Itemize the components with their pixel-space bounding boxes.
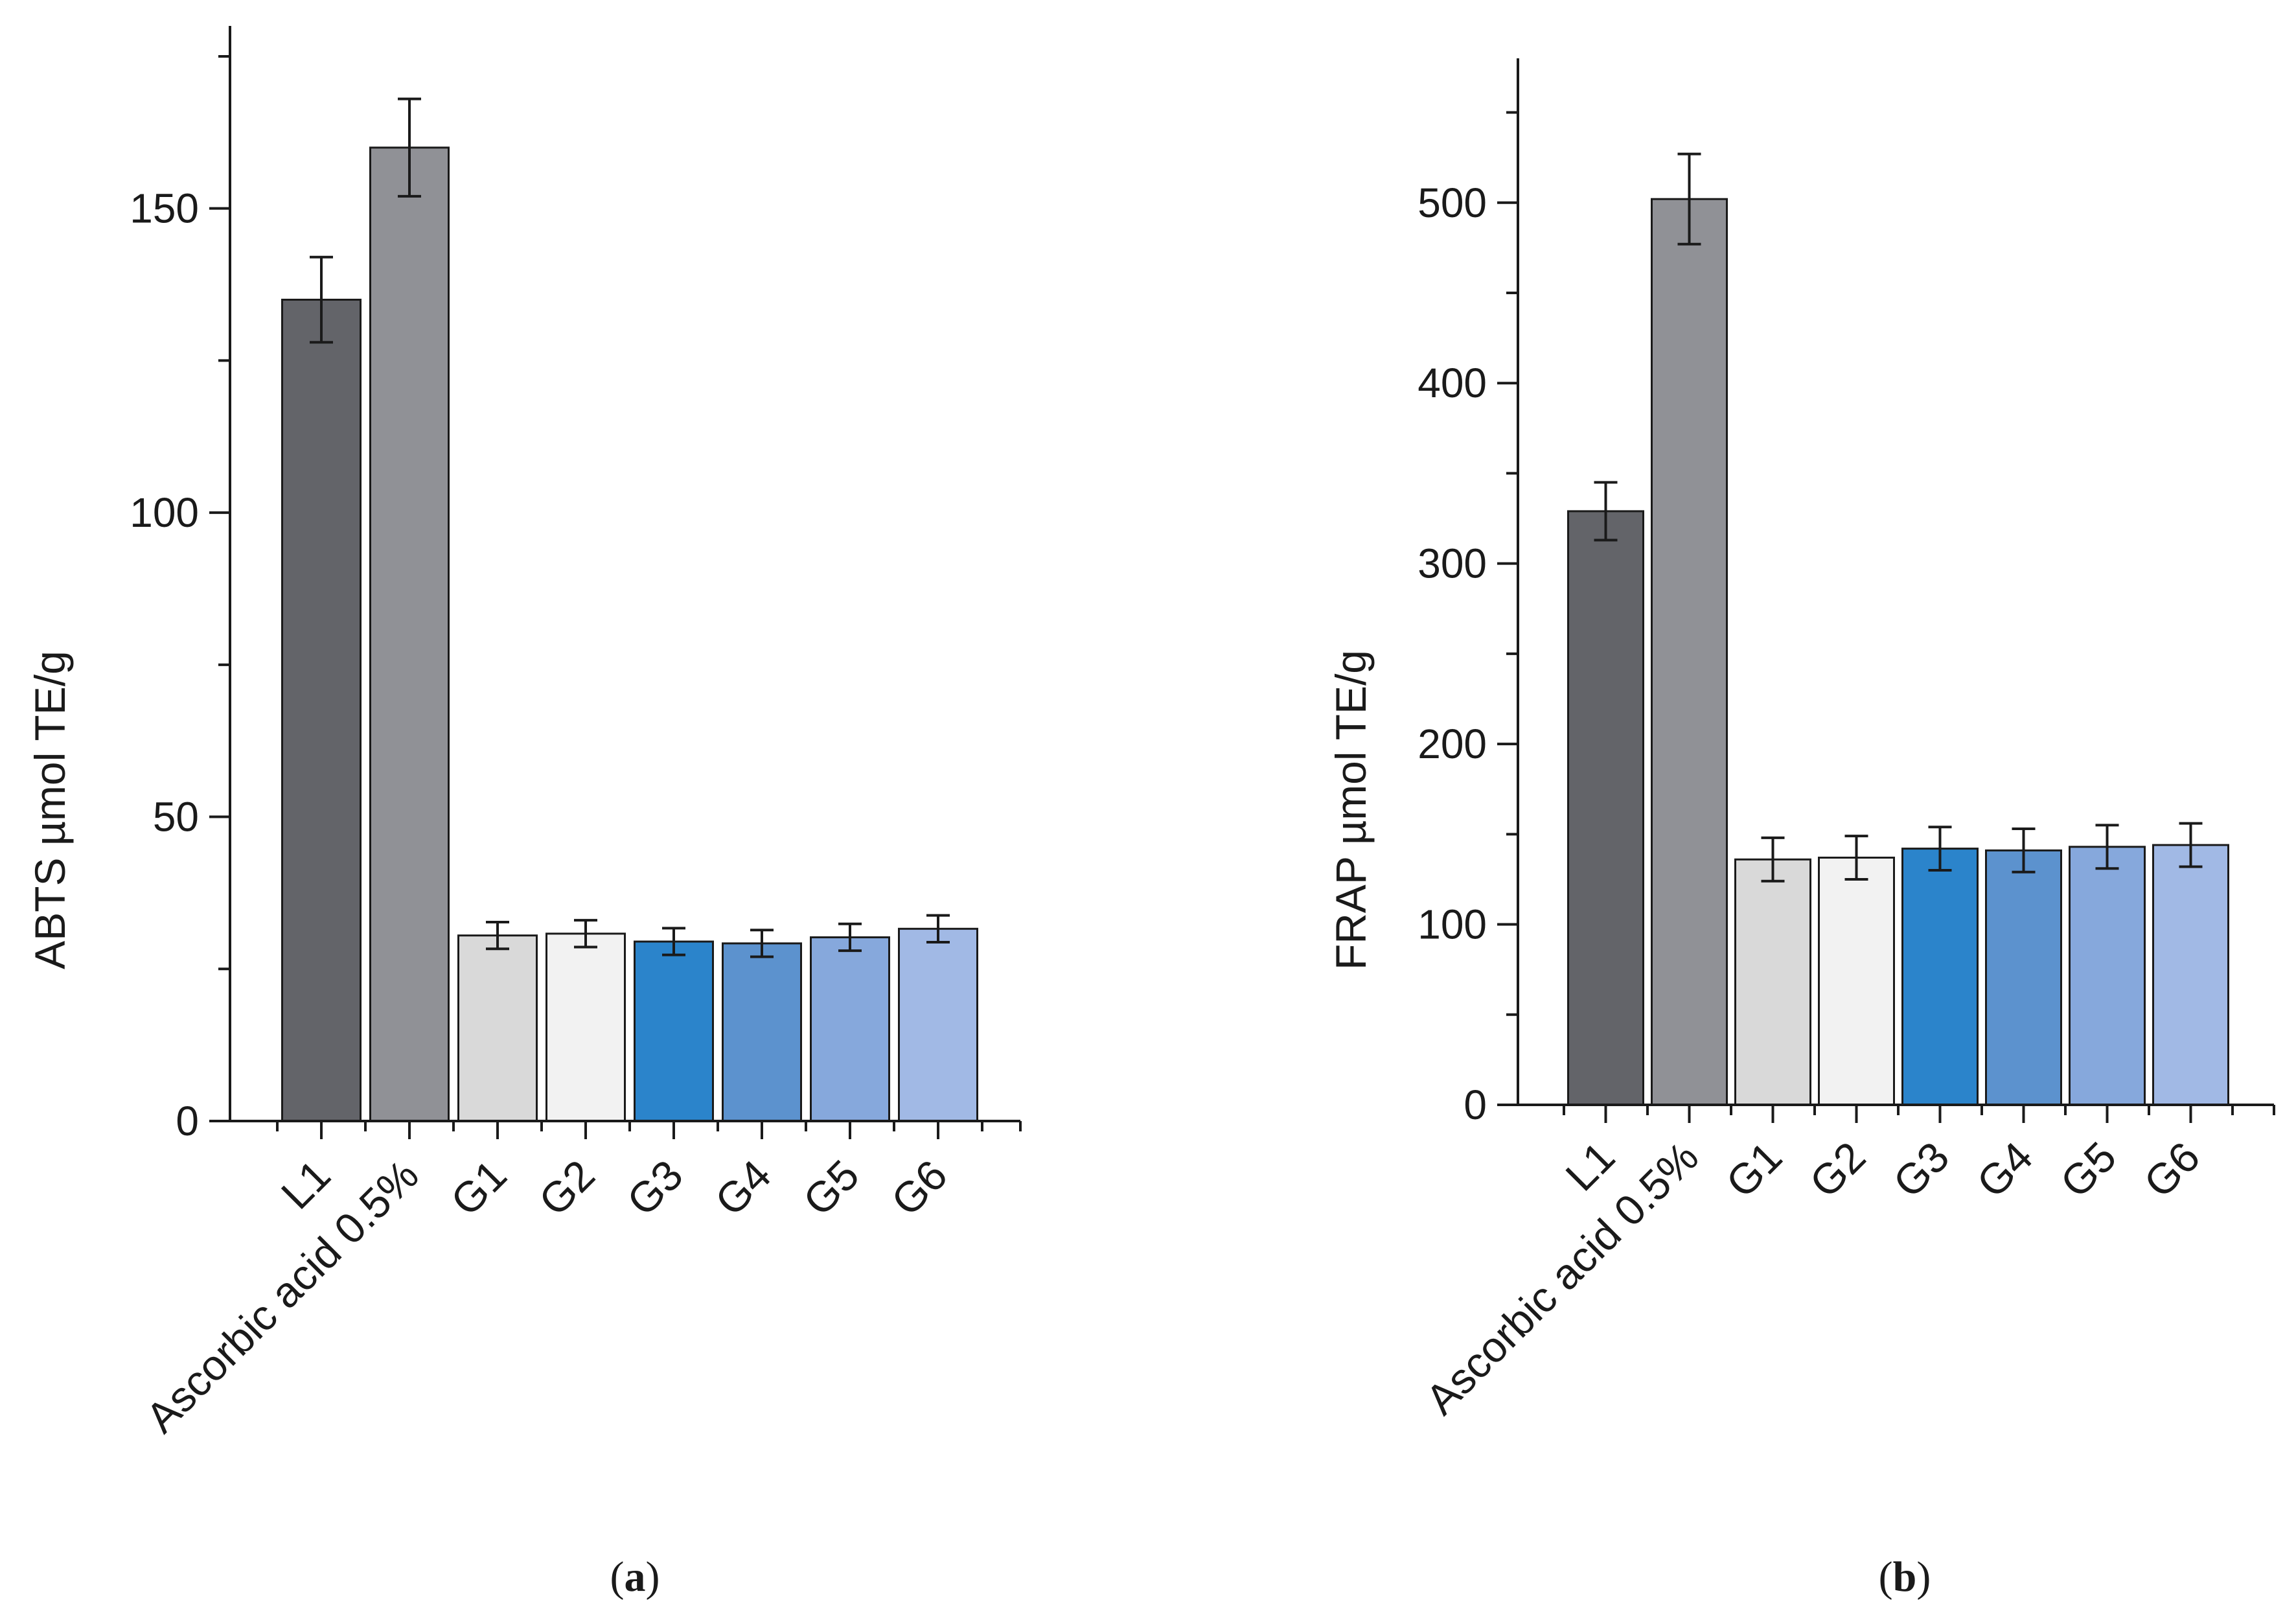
error-bar-g1 (1761, 836, 1785, 883)
y-tick-label: 150 (130, 185, 199, 232)
y-tick-label: 200 (1418, 721, 1487, 767)
x-category-label: L1 (1556, 1133, 1624, 1200)
error-bar-g3 (1928, 826, 1952, 872)
error-bar-g3 (662, 927, 685, 956)
panel-label-close: ) (646, 1553, 660, 1601)
error-bar-ascorbic-acid-0-5- (1677, 152, 1701, 246)
x-category-label: G4 (1968, 1133, 2042, 1207)
bar-g6 (2152, 844, 2229, 1106)
bar-l1 (1567, 510, 1644, 1106)
bar-g3 (1901, 848, 1979, 1106)
y-tick-label: 0 (1464, 1082, 1487, 1128)
x-category-label: G1 (1717, 1133, 1791, 1207)
y-tick-label: 500 (1418, 179, 1487, 226)
bar-g4 (1985, 849, 2062, 1106)
bar-ascorbic-acid-0-5- (369, 146, 450, 1122)
bar-g1 (1734, 858, 1811, 1106)
error-bar-l1 (1594, 481, 1618, 542)
y-axis-title: ABTS µmol TE/g (26, 651, 74, 969)
x-category-label: L1 (272, 1151, 339, 1218)
error-bar-g6 (2179, 822, 2203, 868)
y-tick-label: 100 (130, 489, 199, 536)
bar-g1 (457, 934, 538, 1122)
panel-label: (b) (1879, 1553, 1931, 1601)
bar-g6 (898, 927, 978, 1122)
x-category-label: Ascorbic acid 0.5% (1416, 1133, 1707, 1424)
x-category-label: G3 (617, 1151, 692, 1225)
x-category-label: G6 (2135, 1133, 2209, 1207)
bar-g4 (722, 942, 802, 1122)
bar-g5 (810, 936, 890, 1122)
bar-l1 (281, 299, 362, 1122)
y-tick-label: 400 (1418, 360, 1487, 406)
x-category-label: G3 (1884, 1133, 1958, 1207)
panel-label: (a) (610, 1553, 660, 1601)
bar-g2 (1818, 857, 1895, 1106)
x-category-label: G2 (529, 1151, 604, 1225)
y-tick-label: 0 (176, 1098, 199, 1144)
bar-g5 (2069, 846, 2146, 1106)
panel-label-letter: a (625, 1553, 646, 1601)
panel-label-open: ( (610, 1553, 625, 1601)
error-bar-g2 (1844, 835, 1868, 881)
panel-label-open: ( (1879, 1553, 1893, 1601)
error-bar-g1 (486, 920, 509, 951)
y-tick-label: 100 (1418, 901, 1487, 948)
y-axis-title: FRAP µmol TE/g (1327, 650, 1375, 970)
y-tick-label: 300 (1418, 540, 1487, 587)
error-bar-g4 (750, 929, 774, 958)
x-category-label: G5 (2051, 1133, 2126, 1207)
y-tick-label: 50 (153, 794, 199, 840)
error-bar-g2 (574, 919, 597, 949)
panel-label-close: ) (1916, 1553, 1931, 1601)
bar-g3 (634, 940, 714, 1122)
error-bars-group (310, 97, 950, 958)
x-category-label: G6 (882, 1151, 956, 1225)
bars-group (1567, 198, 2229, 1106)
bars-group (281, 146, 978, 1122)
error-bars-group (1594, 152, 2203, 883)
error-bar-g4 (2012, 827, 2036, 874)
error-bar-g6 (926, 914, 950, 943)
error-bar-g5 (2095, 824, 2119, 870)
bar-g2 (545, 932, 626, 1122)
x-category-label: G5 (794, 1151, 868, 1225)
panel-label-letter: b (1893, 1553, 1917, 1601)
x-category-label: G2 (1800, 1133, 1875, 1207)
error-bar-l1 (310, 255, 333, 344)
error-bar-ascorbic-acid-0-5- (398, 97, 421, 198)
x-category-label: G4 (706, 1151, 780, 1225)
x-category-label: G1 (441, 1151, 516, 1225)
bar-ascorbic-acid-0-5- (1651, 198, 1728, 1106)
error-bar-g5 (838, 922, 862, 953)
